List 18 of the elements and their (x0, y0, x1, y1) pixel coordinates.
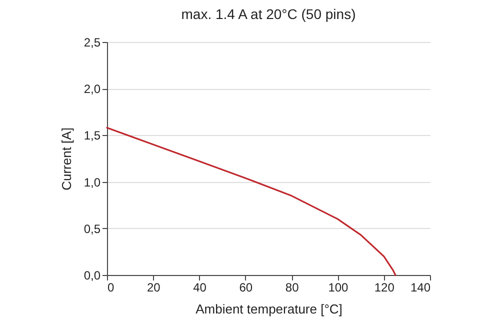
line-series (106, 126, 396, 276)
x-tick-label: 20 (146, 280, 161, 294)
x-tick-label: 40 (193, 280, 207, 294)
x-tick-label: 140 (410, 280, 431, 294)
y-tick-label: 1,5 (84, 128, 101, 143)
x-axis-title: Ambient temperature [°C] (196, 302, 342, 316)
x-tick-label: 120 (374, 280, 395, 294)
y-axis-title: Current [A] (58, 128, 74, 190)
y-tick-label: 2,5 (84, 36, 101, 50)
chart-title: max. 1.4 A at 20°C (50 pins) (181, 6, 356, 22)
x-tick-label: 100 (328, 280, 349, 294)
y-tick-label: 0,0 (84, 268, 101, 282)
x-tick-label: 0 (108, 280, 114, 294)
y-tick-label: 0,5 (84, 222, 101, 236)
y-tick-label: 2,0 (84, 82, 101, 96)
x-tick-label: 60 (239, 280, 253, 294)
y-tick-label: 1,0 (84, 175, 101, 190)
x-tick-label: 80 (285, 280, 300, 294)
